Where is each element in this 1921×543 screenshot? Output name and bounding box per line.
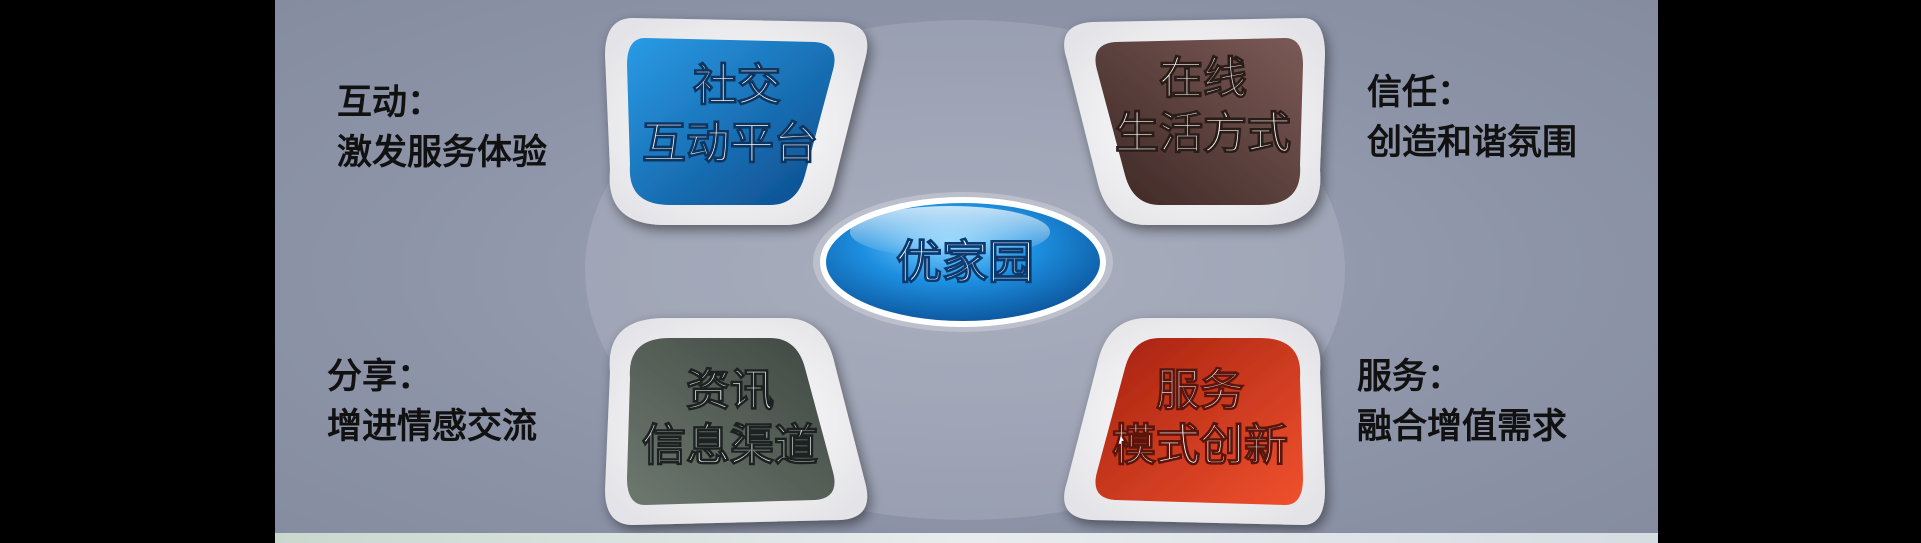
petal-bottom-left: 资讯 信息渠道 [605, 318, 868, 525]
side-label-bottom-right: 服务： 融合增值需求 [1357, 352, 1567, 452]
side-label-bottom-right-desc: 融合增值需求 [1357, 407, 1568, 447]
petal-bottom-left-line1: 资讯 [686, 365, 774, 416]
side-label-bottom-right-title: 服务： [1357, 357, 1463, 397]
petal-top-right-line2: 生活方式 [1115, 108, 1291, 159]
petal-bottom-left-line2: 信息渠道 [642, 420, 818, 471]
bottom-strip [275, 533, 1658, 543]
petal-top-right-fill [1095, 38, 1303, 205]
petal-top-left-line2: 互动平台 [642, 118, 818, 169]
petal-bottom-right-line2: 模式创新 [1112, 420, 1288, 471]
center-hub: 优家园 [813, 192, 1113, 332]
side-label-top-left-title: 互动： [337, 83, 443, 123]
petal-top-left-fill [627, 38, 835, 205]
petal-bottom-right-line1: 服务 [1156, 365, 1244, 416]
petal-top-right: 在线 生活方式 [1064, 18, 1325, 225]
petal-top-left: 社交 互动平台 [605, 18, 868, 225]
center-label: 优家园 [896, 235, 1034, 289]
petal-top-right-line1: 在线 [1159, 53, 1247, 104]
side-label-top-right-desc: 创造和谐氛围 [1367, 123, 1578, 163]
diagram-svg: 社交 互动平台 在线 生活方式 资讯 信息渠道 服务 模式创新 [585, 18, 1345, 525]
petal-top-left-line1: 社交 [693, 60, 781, 111]
side-label-bottom-left-desc: 增进情感交流 [327, 407, 538, 447]
petal-bottom-right: 服务 模式创新 [1064, 318, 1325, 525]
petal-bottom-left-fill [627, 338, 835, 505]
side-label-top-left-desc: 激发服务体验 [337, 133, 548, 173]
side-label-top-right-title: 信任： [1367, 73, 1473, 113]
side-label-top-right: 信任： 创造和谐氛围 [1367, 68, 1577, 168]
side-label-bottom-left: 分享： 增进情感交流 [327, 352, 537, 452]
diagram-canvas: 社交 互动平台 在线 生活方式 资讯 信息渠道 服务 模式创新 [275, 0, 1658, 543]
side-label-bottom-left-title: 分享： [327, 357, 433, 397]
side-label-top-left: 互动： 激发服务体验 [337, 78, 547, 178]
petal-bottom-right-fill [1095, 338, 1303, 505]
